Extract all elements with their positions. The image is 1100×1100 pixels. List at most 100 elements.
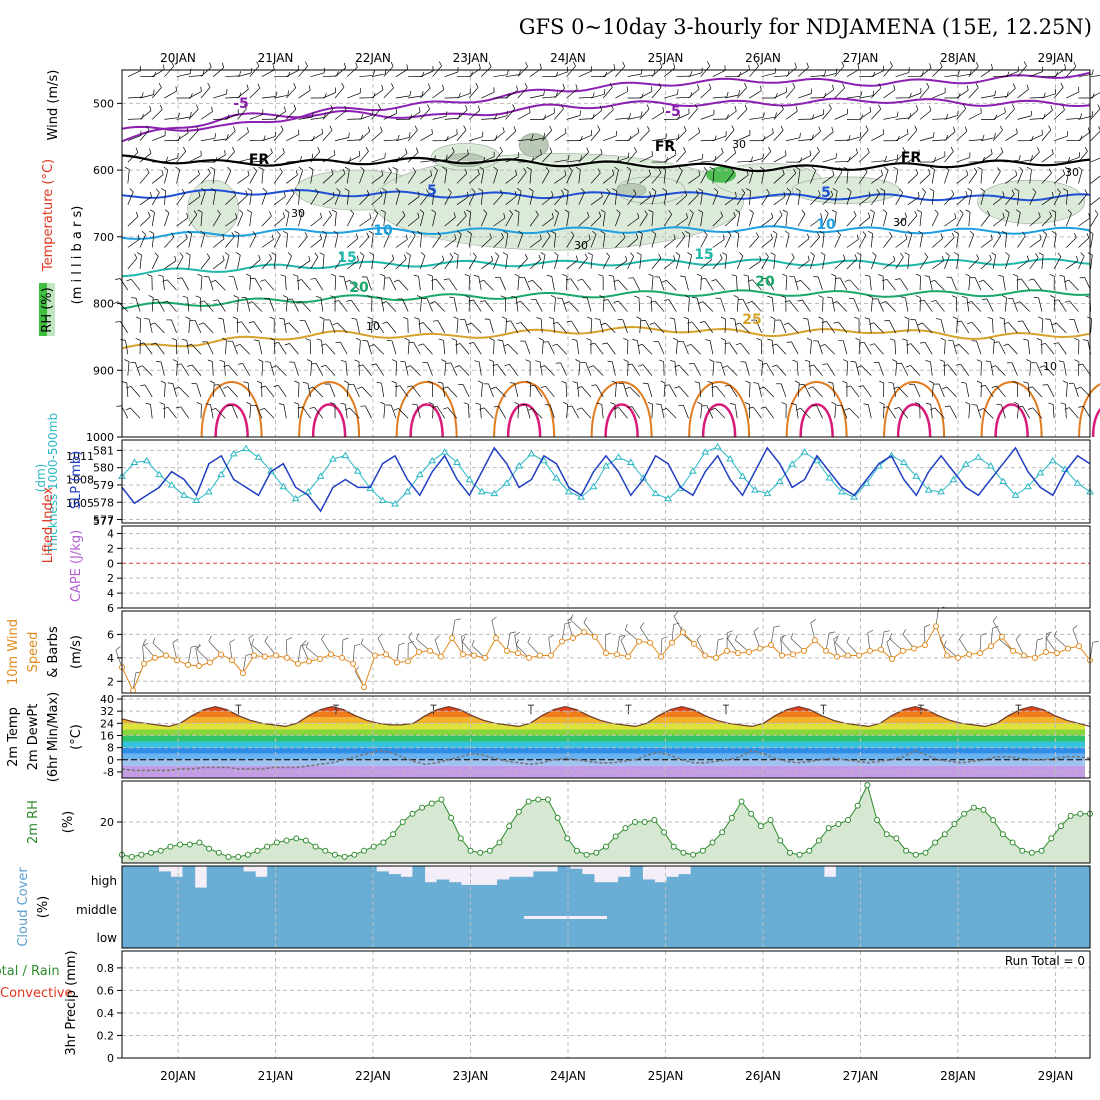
wind10m-barb-flag [491, 616, 497, 621]
wind-barb [712, 258, 723, 270]
wind-barb [849, 279, 860, 291]
wind-barb-flag [551, 212, 554, 218]
thickness-point [614, 453, 623, 460]
wind-barb [956, 89, 969, 99]
wind-barb [468, 233, 472, 248]
wind-barb [322, 154, 336, 163]
wind-barb-flag [952, 316, 958, 320]
cloud-bar-middle [509, 893, 522, 921]
wind-barb-flag [674, 364, 680, 368]
wind-barb [810, 170, 816, 184]
wind-barb-flag [478, 188, 483, 192]
wind-barb [338, 300, 348, 312]
wind-barb [676, 151, 686, 163]
cloud-bar-low [146, 921, 159, 948]
wind-barb-flag [734, 322, 740, 326]
cloud-bar-high [581, 874, 595, 893]
cloud-bar-high [170, 876, 184, 893]
wind-barb [780, 383, 787, 398]
wind10m-point [306, 658, 312, 665]
wind-barb-flag [259, 407, 265, 411]
wind-barb-flag [709, 254, 712, 261]
wind10m-barb-flag [1046, 631, 1052, 635]
wind-barb-flag [990, 148, 993, 154]
wind-barb [505, 233, 509, 248]
wind-barb [346, 382, 349, 397]
wind-barb [919, 256, 928, 270]
wind-barb-flag [878, 83, 882, 89]
wind-barb [980, 214, 990, 227]
wind-barb [663, 214, 672, 227]
wind-barb [261, 169, 264, 184]
rh2m-point [680, 849, 687, 856]
wind-barb [517, 212, 520, 227]
cloud-bar-high [981, 866, 994, 893]
cloud-bar-high [303, 866, 317, 893]
wind-barb-flag [1051, 191, 1054, 197]
wind-barb [992, 171, 1001, 184]
wind-barb-flag [273, 64, 275, 70]
wind10m-barb-flag [245, 653, 252, 656]
wind-barb [310, 117, 325, 120]
wind-barb-flag [697, 84, 700, 90]
wind-barb [554, 132, 567, 142]
wind-barb [565, 382, 567, 397]
wind-barb-flag [628, 113, 631, 119]
wind-barb-flag [656, 403, 662, 405]
wind-barb-flag [791, 253, 795, 258]
wind-barb-flag [695, 190, 699, 195]
wind10m-point [438, 653, 444, 660]
wind-barb-flag [408, 341, 414, 344]
wind-barb [651, 191, 657, 205]
wind-barb [432, 190, 435, 205]
cloud-bar-low [642, 921, 655, 948]
wind-barb-flag [1092, 93, 1095, 99]
wind10m-point [680, 629, 686, 636]
wind-barb-flag [961, 382, 967, 384]
li-cape-panel-border [121, 525, 1091, 609]
wind-barb-flag [811, 166, 816, 171]
wind-barb-flag [568, 166, 573, 171]
wind-barb [505, 74, 520, 78]
wind-barb [615, 260, 628, 270]
rh2m-point [438, 796, 445, 803]
wind10m-point [295, 660, 301, 667]
rh2m-point [273, 839, 280, 846]
wind10m-point [636, 638, 642, 645]
wind-barb [151, 109, 163, 120]
wind-barb-flag [514, 209, 520, 213]
wind-barb-flag [273, 342, 279, 344]
wind-barb-flag [345, 407, 351, 411]
wind-barb [420, 297, 422, 312]
wind-barb [761, 217, 774, 227]
thickness-point [316, 472, 325, 479]
wind10m-barb-flag [1037, 638, 1043, 641]
wind-barb-flag [256, 380, 262, 384]
wind-barb [200, 137, 215, 142]
wind-barb-flag [271, 234, 274, 240]
wind-barb [871, 160, 886, 163]
wind-barb [647, 383, 653, 398]
wind-barb-flag [552, 343, 558, 347]
wind-barb-flag [391, 254, 395, 260]
wind-barb [310, 256, 319, 270]
wind-barb-flag [819, 230, 825, 234]
wind-barb [980, 95, 995, 99]
wind-barb-flag [308, 386, 314, 390]
wind-barb-flag [466, 322, 472, 326]
wind-barb [375, 321, 385, 334]
wind-barb-flag [670, 359, 675, 363]
wind-barb [535, 299, 543, 312]
wind-barb [675, 340, 678, 355]
wind-barb-flag [154, 252, 159, 257]
wind-barb-flag [430, 301, 436, 304]
wind-barb-flag [902, 338, 908, 341]
wind-barb [549, 404, 555, 419]
wind10m-barb-flag [773, 625, 780, 628]
cloud-bar-middle [158, 893, 171, 921]
wind10m-barb-flag [471, 639, 475, 646]
wind-barb [676, 195, 687, 206]
wind10m-point [207, 659, 213, 666]
wind-barb [322, 130, 333, 141]
wind-barb [225, 340, 227, 355]
